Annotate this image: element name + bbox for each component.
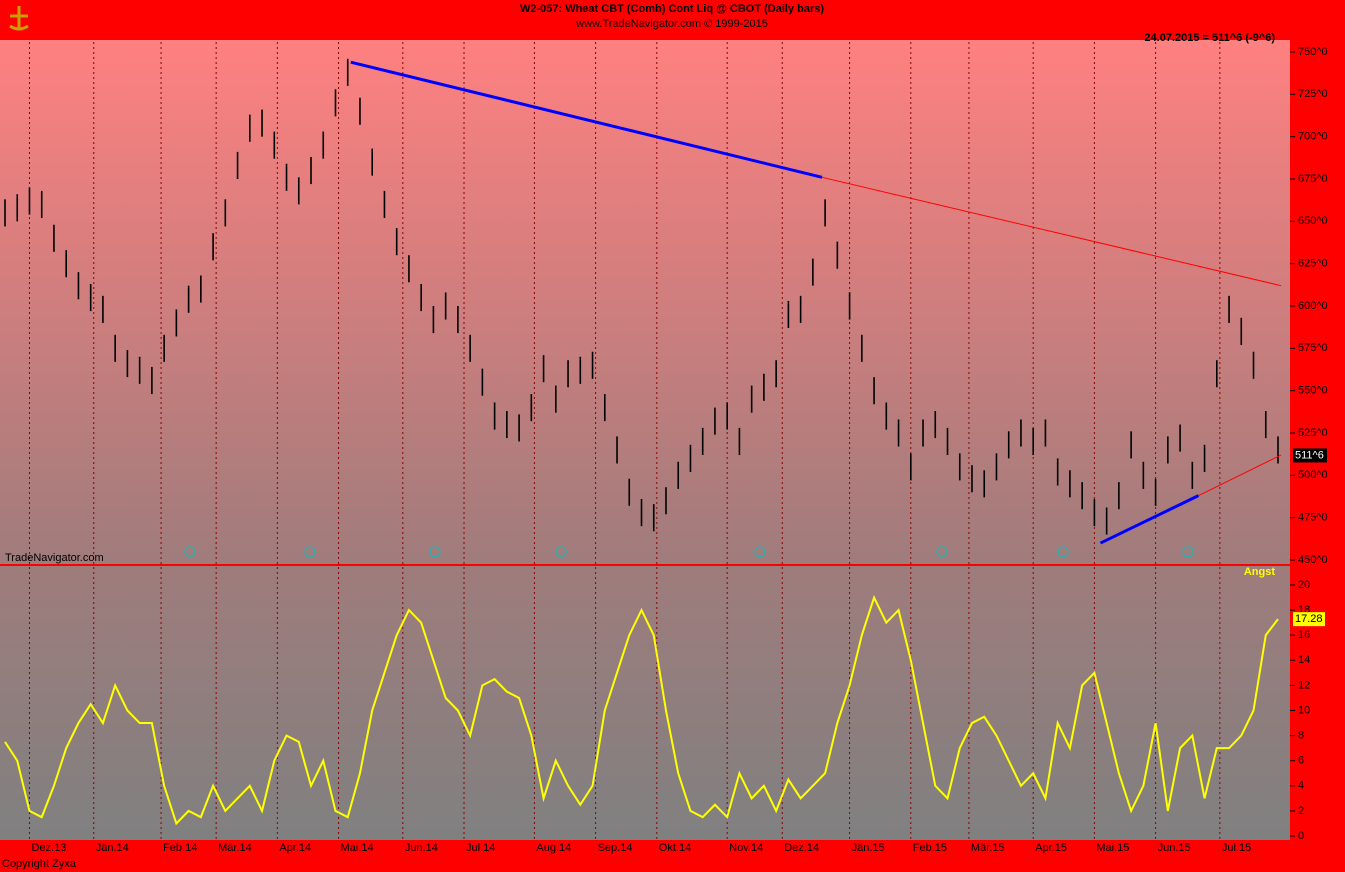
last-value-label: 17.28 <box>1295 613 1323 625</box>
event-icon <box>754 546 766 558</box>
x-tick-label: Mär.14 <box>218 842 252 854</box>
event-icon <box>429 546 441 558</box>
event-icon <box>1057 546 1069 558</box>
trendline <box>1198 454 1282 497</box>
x-tick-label: Okt.14 <box>659 842 691 854</box>
event-icons <box>184 546 1194 558</box>
y-tick-label: 4 <box>1298 780 1304 792</box>
last-value-label: 511^6 <box>1295 449 1324 461</box>
info: 24.07.2015 = 511^6 (-9^6) <box>1144 32 1275 44</box>
y-tick-label: 500^0 <box>1298 469 1328 481</box>
y-tick-label: 10 <box>1298 704 1310 716</box>
y-tick-label: 675^0 <box>1298 173 1328 185</box>
copyright: Copyright Zyxa <box>2 858 77 870</box>
y-tick-label: 16 <box>1298 629 1310 641</box>
indicator-name: Angst <box>1244 566 1276 578</box>
x-tick-label: Jun.14 <box>405 842 438 854</box>
x-tick-label: Apr.15 <box>1035 842 1067 854</box>
x-tick-label: Apr.14 <box>279 842 311 854</box>
x-tick-label: Feb.15 <box>913 842 947 854</box>
trendline <box>1099 494 1200 545</box>
event-icon <box>936 546 948 558</box>
logo-mark <box>9 6 29 31</box>
y-tick-label: 700^0 <box>1298 131 1328 143</box>
last-value-box <box>1293 448 1327 463</box>
y-tick-label: 12 <box>1298 679 1310 691</box>
last-value-box <box>1293 612 1325 627</box>
event-icon <box>304 546 316 558</box>
indicator-line <box>4 594 1279 826</box>
x-tick-label: Nov.14 <box>729 842 763 854</box>
y-tick-label: 0 <box>1298 830 1304 842</box>
y-tick-label: 20 <box>1298 579 1310 591</box>
event-icon <box>1182 546 1194 558</box>
x-tick-label: Feb.14 <box>163 842 197 854</box>
y-tick-label: 14 <box>1298 654 1310 666</box>
watermark: TradeNavigator.com <box>5 552 104 564</box>
y-tick-label: 625^0 <box>1298 258 1328 270</box>
y-tick-label: 2 <box>1298 805 1304 817</box>
y-tick-label: 750^0 <box>1298 46 1328 58</box>
x-tick-label: Sep.14 <box>598 842 633 854</box>
event-icon <box>184 546 196 558</box>
y-tick-label: 6 <box>1298 755 1304 767</box>
x-tick-label: Mär.15 <box>971 842 1005 854</box>
plot-background <box>0 40 1290 840</box>
y-tick-label: 8 <box>1298 730 1304 742</box>
x-tick-label: Mai.14 <box>341 842 374 854</box>
grid-layer <box>28 42 1221 840</box>
x-tick-label: Mai.15 <box>1096 842 1129 854</box>
y-tick-label: 600^0 <box>1298 300 1328 312</box>
event-icon <box>555 546 567 558</box>
chart-title: W2-057: Wheat CBT (Comb) Cont Liq @ CBOT… <box>520 3 824 15</box>
x-tick-label: Dez.14 <box>784 842 819 854</box>
x-tick-label: Jän.14 <box>96 842 129 854</box>
y-tick-label: 650^0 <box>1298 215 1328 227</box>
trendline <box>350 60 823 179</box>
x-tick-label: Jul.14 <box>466 842 495 854</box>
chart-subtitle: www.TradeNavigator.com © 1999-2015 <box>575 18 768 30</box>
trendline <box>821 176 1282 287</box>
x-tick-label: Aug.14 <box>536 842 571 854</box>
y-tick-label: 525^0 <box>1298 427 1328 439</box>
x-tick-label: Dez.13 <box>31 842 66 854</box>
y-tick-label: 450^0 <box>1298 554 1328 566</box>
y-tick-label: 550^0 <box>1298 385 1328 397</box>
y-tick-label: 475^0 <box>1298 512 1328 524</box>
x-tick-label: Jul.15 <box>1222 842 1251 854</box>
logo <box>6 4 32 32</box>
y-tick-label: 575^0 <box>1298 342 1328 354</box>
y-tick-label: 725^0 <box>1298 88 1328 100</box>
x-tick-label: Jun.15 <box>1158 842 1191 854</box>
x-tick-label: Jän.15 <box>852 842 885 854</box>
